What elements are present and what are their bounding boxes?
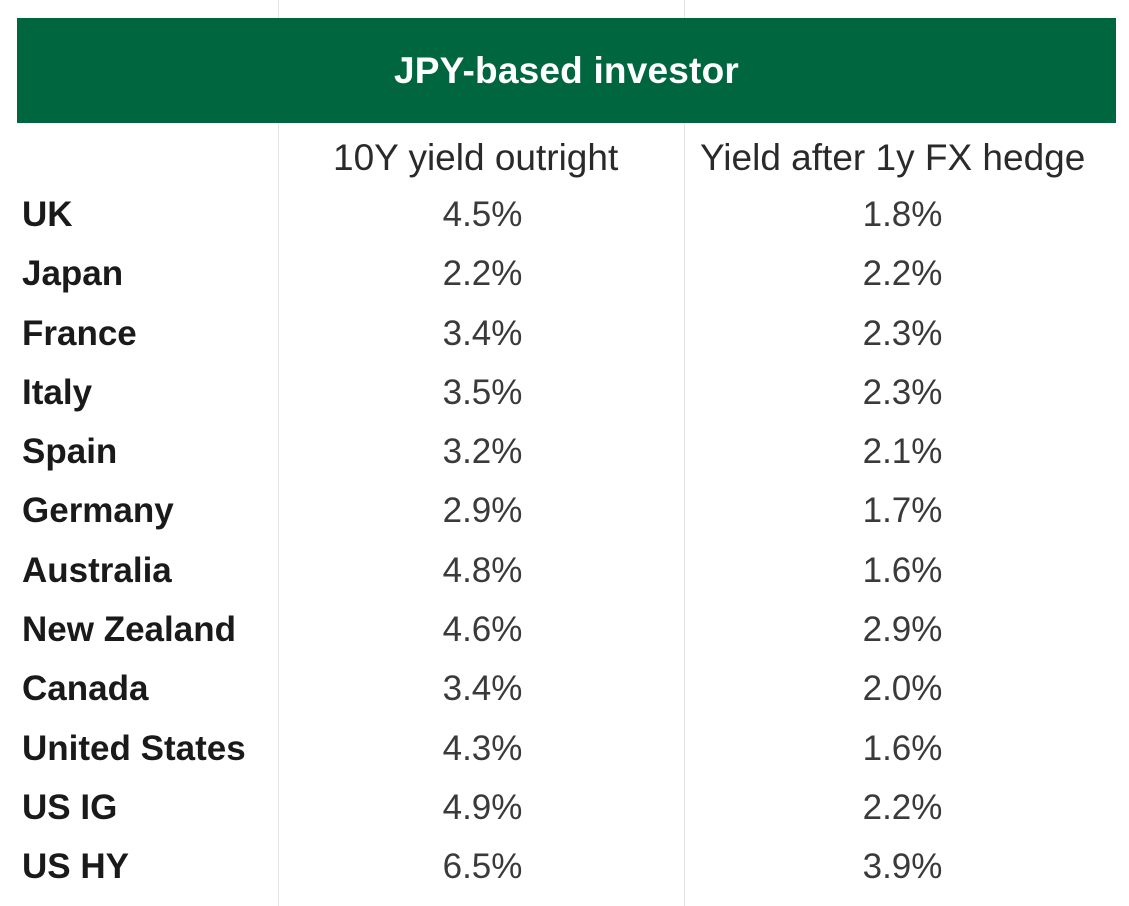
row-label: Australia [22,550,172,590]
table-row: Canada 3.4% 2.0% [0,663,1129,722]
row-label: United States [22,728,246,768]
cell-yield-hedged: 1.8% [862,195,943,234]
cell-yield-outright: 3.4% [442,313,523,353]
cell-yield-hedged: 2.3% [862,372,943,412]
cell-yield-outright: 4.3% [442,728,523,768]
table-title: JPY-based investor [394,49,739,91]
table-row: UK 4.5% 1.8% [0,189,1129,248]
cell-yield-hedged: 1.7% [862,491,943,531]
row-label: New Zealand [22,610,236,650]
row-label: Germany [22,491,174,531]
row-label: Japan [22,254,124,294]
table-row: New Zealand 4.6% 2.9% [0,604,1129,663]
cell-yield-outright: 3.5% [442,372,523,412]
cell-yield-hedged: 2.3% [862,313,943,353]
table-row: Germany 2.9% 1.7% [0,485,1129,544]
cell-yield-hedged: 2.2% [862,787,943,827]
column-header-hedged: Yield after 1y FX hedge [700,137,1086,178]
table-row: US HY 6.5% 3.9% [0,841,1129,900]
cell-yield-outright: 4.8% [442,550,523,590]
table-title-banner: JPY-based investor [17,18,1116,123]
table-body: UK 4.5% 1.8% Japan 2.2% 2.2% France 3.4% 2.3% Ita… [0,189,1129,901]
column-gridline [684,0,685,906]
table-row: Australia 4.8% 1.6% [0,545,1129,604]
table-row: United States 4.3% 1.6% [0,723,1129,782]
cell-yield-hedged: 1.6% [862,550,943,590]
column-header-row: 10Y yield outright Yield after 1y FX hed… [0,123,1129,189]
table-row: Italy 3.5% 2.3% [0,367,1129,426]
column-gridline [278,0,279,906]
cell-yield-outright: 3.2% [442,432,523,472]
column-header-outright: 10Y yield outright [333,137,619,178]
table-row: France 3.4% 2.3% [0,308,1129,367]
cell-yield-hedged: 2.9% [862,610,943,650]
cell-yield-outright: 3.4% [442,669,523,709]
row-label: UK [22,195,73,234]
cell-yield-outright: 4.5% [442,195,523,234]
row-label: France [22,313,137,353]
cell-yield-hedged: 2.1% [862,432,943,472]
cell-yield-hedged: 2.2% [862,254,943,294]
row-label: US HY [22,847,129,887]
cell-yield-outright: 2.2% [442,254,523,294]
cell-yield-hedged: 1.6% [862,728,943,768]
cell-yield-outright: 4.9% [442,787,523,827]
row-label: US IG [22,787,118,827]
cell-yield-hedged: 2.0% [862,669,943,709]
table-row: Japan 2.2% 2.2% [0,248,1129,307]
table-row: US IG 4.9% 2.2% [0,782,1129,841]
row-label: Italy [22,372,93,412]
cell-yield-outright: 2.9% [442,491,523,531]
cell-yield-outright: 4.6% [442,610,523,650]
cell-yield-hedged: 3.9% [862,847,943,887]
table-row: Spain 3.2% 2.1% [0,426,1129,485]
row-label: Canada [22,669,149,709]
yield-table: 10Y yield outright Yield after 1y FX hed… [0,123,1129,901]
row-label: Spain [22,432,118,472]
cell-yield-outright: 6.5% [442,847,523,887]
